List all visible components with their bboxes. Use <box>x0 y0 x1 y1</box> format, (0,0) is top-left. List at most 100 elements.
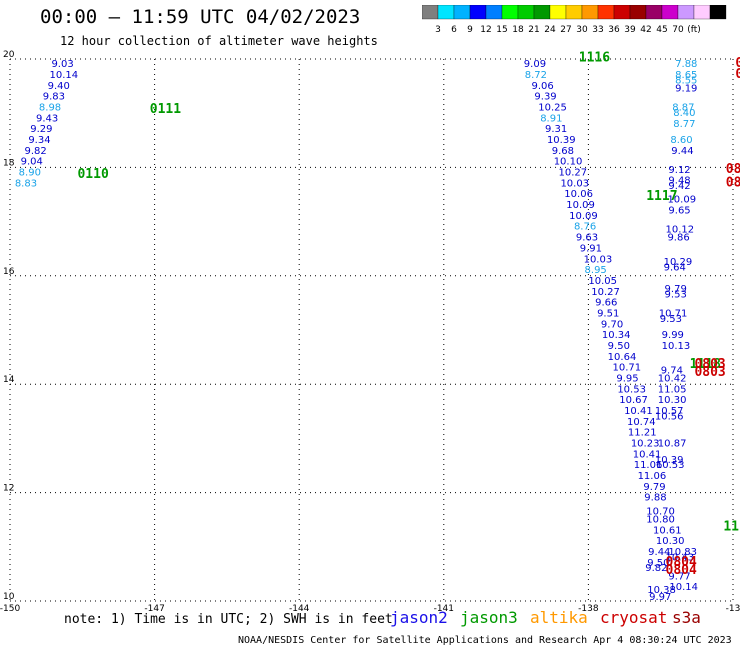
track-time-label: 0111 <box>150 102 181 117</box>
wave-height-label: 10.27 <box>559 168 588 179</box>
colorbar-label: 39 <box>624 25 636 35</box>
wave-height-label: 10.87 <box>658 439 687 450</box>
x-tick-label: -147 <box>144 604 164 614</box>
colorbar-label: 24 <box>544 25 556 35</box>
track-time-label: 0804 <box>666 563 697 578</box>
wave-height-label: 10.53 <box>617 384 646 395</box>
wave-height-label: 10.09 <box>667 195 696 206</box>
wave-height-label: 9.53 <box>665 289 687 300</box>
colorbar-label: 70 <box>672 25 684 35</box>
wave-height-label: 9.68 <box>552 146 574 157</box>
wave-height-label: 9.77 <box>668 571 690 582</box>
wave-height-label: 9.82 <box>645 563 667 574</box>
wave-height-label: 9.48 <box>668 176 690 187</box>
wave-height-label: 9.29 <box>30 124 52 135</box>
wave-height-label: 10.05 <box>588 276 617 287</box>
wave-height-label: 9.50 <box>608 341 630 352</box>
track-time-label: 0803 <box>694 365 725 380</box>
legend-jason3: jason3 <box>460 608 518 627</box>
colorbar-label: 15 <box>496 25 507 35</box>
wave-height-label: 9.06 <box>532 81 554 92</box>
wave-height-label: 10.25 <box>538 102 567 113</box>
wave-height-label: 10.83 <box>668 547 697 558</box>
colorbar-label: 6 <box>451 25 457 35</box>
wave-height-label: 9.83 <box>43 92 65 103</box>
y-tick-label: 20 <box>3 50 15 60</box>
colorbar-label: 3 <box>435 25 441 35</box>
wave-height-label: 9.43 <box>36 113 58 124</box>
colorbar-label: 30 <box>576 25 588 35</box>
legend-s3a: s3a <box>672 608 701 627</box>
wave-height-label: 10.13 <box>662 341 691 352</box>
y-tick-label: 18 <box>3 158 15 168</box>
wave-height-label: 9.65 <box>668 205 690 216</box>
wave-height-label: 9.91 <box>580 243 602 254</box>
chart-subtitle: 12 hour collection of altimeter wave hei… <box>60 34 378 48</box>
wave-height-label: 8.40 <box>673 108 695 119</box>
wave-height-label: 10.64 <box>608 352 637 363</box>
wave-height-label: 10.39 <box>655 455 684 466</box>
colorbar-label: 42 <box>640 25 651 35</box>
wave-height-label: 9.34 <box>28 135 50 146</box>
wave-height-label: 10.09 <box>569 211 598 222</box>
track-time-label: 0110 <box>77 167 108 182</box>
wave-height-label: 9.97 <box>649 592 671 603</box>
wave-height-label: 9.04 <box>21 157 43 168</box>
wave-height-label: 10.43 <box>666 552 695 563</box>
y-tick-label: 16 <box>3 267 15 277</box>
wave-height-label: 9.79 <box>665 284 687 295</box>
wave-height-label: 10.74 <box>627 417 656 428</box>
wave-height-label: 9.82 <box>24 146 46 157</box>
credit-footer: NOAA/NESDIS Center for Satellite Applica… <box>238 635 732 646</box>
wave-height-label: 10.14 <box>50 70 79 81</box>
wave-height-label: 9.99 <box>662 330 684 341</box>
x-tick-label: -13 <box>726 604 740 614</box>
wave-height-label: 10.09 <box>566 200 595 211</box>
wave-height-label: 8.83 <box>15 178 37 189</box>
wave-height-label: 9.19 <box>675 84 697 95</box>
wave-height-label: 10.56 <box>655 411 684 422</box>
wave-height-label: 10.23 <box>631 439 660 450</box>
colorbar-label: 21 <box>528 25 539 35</box>
y-tick-label: 12 <box>3 484 14 494</box>
wave-height-label: 10.06 <box>564 189 593 200</box>
wave-height-label: 10.38 <box>647 585 676 596</box>
wave-height-label: 10.34 <box>602 330 631 341</box>
wave-height-label: 10.30 <box>656 536 685 547</box>
wave-height-label: 9.79 <box>643 482 665 493</box>
colorbar-label: 45 <box>656 25 667 35</box>
wave-height-label: 9.53 <box>660 314 682 325</box>
wave-height-label: 11.06 <box>638 471 667 482</box>
track-time-label: 080 <box>726 162 740 177</box>
x-tick-label: -150 <box>0 604 20 614</box>
wave-height-label: 9.66 <box>595 298 617 309</box>
wave-height-label: 11.06 <box>634 460 663 471</box>
wave-height-label: 9.51 <box>597 308 619 319</box>
colorbar-label: 27 <box>560 25 571 35</box>
wave-height-label: 11.05 <box>658 384 687 395</box>
track-time-label: 08 <box>735 56 740 71</box>
wave-height-label: 9.74 <box>661 365 683 376</box>
wave-height-label: 10.39 <box>547 135 576 146</box>
x-tick-label: -144 <box>289 604 310 614</box>
legend-jason2: jason2 <box>390 608 448 627</box>
wave-height-label: 10.80 <box>646 514 675 525</box>
wave-height-label: 8.95 <box>585 265 607 276</box>
wave-height-label: 10.71 <box>613 363 642 374</box>
colorbar-swatch <box>709 5 727 20</box>
wave-height-label: 9.88 <box>644 493 666 504</box>
wave-height-label: 9.09 <box>524 59 546 70</box>
wave-height-label: 9.63 <box>576 233 598 244</box>
colorbar-label: 12 <box>480 25 491 35</box>
legend-altika: altika <box>530 608 588 627</box>
wave-height-label: 10.53 <box>656 460 685 471</box>
wave-height-label: 10.27 <box>591 287 620 298</box>
wave-height-label: 8.60 <box>670 135 692 146</box>
wave-height-label: 9.12 <box>668 165 690 176</box>
wave-height-label: 9.44 <box>648 547 670 558</box>
wave-height-label: 10.14 <box>669 582 698 593</box>
track-time-label: 0803 <box>694 357 725 372</box>
wave-height-label: 10.12 <box>666 224 695 235</box>
colorbar-label: (ft) <box>687 25 701 35</box>
track-time-label: 1118 <box>690 357 721 372</box>
